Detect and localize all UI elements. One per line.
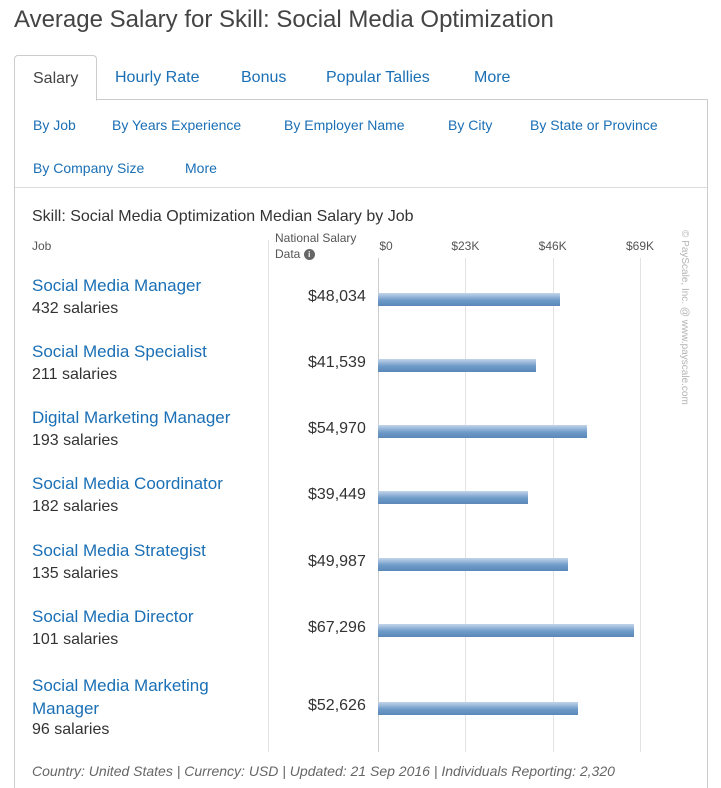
salary-count: 101 salaries [32, 631, 119, 648]
median-salary-label: $67,296 [308, 619, 366, 636]
job-link[interactable]: Digital Marketing Manager [32, 408, 231, 427]
median-salary-label: $49,987 [308, 553, 366, 570]
salary-count: 211 salaries [32, 366, 118, 383]
salary-count: 182 salaries [32, 498, 119, 515]
median-salary-label: $52,626 [308, 697, 366, 714]
x-gridline [640, 258, 641, 752]
median-salary-label: $41,539 [308, 354, 366, 371]
salary-count: 432 salaries [32, 300, 119, 317]
job-link[interactable]: Social Media Coordinator [32, 474, 223, 493]
salary-count: 193 salaries [32, 432, 119, 449]
salary-bar[interactable] [378, 293, 561, 306]
subnav-by-years-experience[interactable]: By Years Experience [112, 117, 242, 133]
tab-popular-tallies[interactable]: Popular Tallies [326, 69, 430, 86]
column-header-national-salary: National Salary Data i [275, 230, 356, 262]
x-gridline [465, 258, 467, 752]
column-separator [268, 240, 269, 752]
median-salary-label: $48,034 [308, 288, 366, 305]
chart-title: Skill: Social Media Optimization Median … [32, 208, 414, 225]
tab-bonus[interactable]: Bonus [241, 69, 287, 86]
job-link[interactable]: Social Media Strategist [32, 541, 206, 560]
job-link[interactable]: Social Media Marketing Manager [32, 676, 209, 718]
tab-hourly-rate[interactable]: Hourly Rate [115, 69, 200, 86]
salary-bar[interactable] [378, 558, 568, 571]
copyright-credit: © PayScale, Inc. @ www.payscale.com [679, 230, 690, 405]
salary-bar[interactable] [378, 359, 536, 372]
salary-bar[interactable] [378, 702, 578, 715]
column-header-national-salary-line2: Data [275, 247, 301, 261]
subnav-by-state-or-province[interactable]: By State or Province [530, 117, 658, 133]
x-tick-label: $46K [538, 239, 567, 253]
salary-bar[interactable] [378, 624, 634, 637]
salary-count: 135 salaries [32, 565, 119, 582]
x-gridline [378, 258, 379, 752]
footer-meta: Country: United States | Currency: USD |… [32, 763, 615, 779]
tab-more[interactable]: More [474, 69, 511, 86]
subnav-by-job[interactable]: By Job [33, 117, 76, 133]
x-tick-label: $69K [625, 239, 655, 253]
subnav-more[interactable]: More [185, 160, 217, 176]
section-divider [15, 187, 707, 188]
job-link[interactable]: Social Media Manager [32, 276, 202, 295]
median-salary-label: $54,970 [308, 420, 366, 437]
tab-bar: Salary Hourly Rate Bonus Popular Tallies… [14, 55, 708, 101]
job-link[interactable]: Social Media Specialist [32, 342, 207, 361]
salary-count: 96 salaries [32, 721, 110, 738]
salary-bar[interactable] [378, 491, 528, 504]
column-header-job: Job [32, 239, 52, 253]
x-tick-label: $0 [379, 239, 393, 253]
subnav-by-employer-name[interactable]: By Employer Name [284, 117, 405, 133]
salary-bar[interactable] [378, 425, 587, 438]
median-salary-label: $39,449 [308, 486, 366, 503]
subnav-by-company-size[interactable]: By Company Size [33, 160, 145, 176]
content-panel: By Job By Years Experience By Employer N… [14, 100, 708, 788]
x-gridline [552, 258, 554, 752]
page-title: Average Salary for Skill: Social Media O… [14, 6, 554, 33]
info-icon[interactable]: i [303, 249, 315, 261]
tab-salary[interactable]: Salary [14, 55, 98, 101]
subnav-by-city[interactable]: By City [448, 117, 493, 133]
column-header-national-salary-line1: National Salary [275, 231, 357, 245]
x-tick-label: $23K [451, 239, 480, 253]
job-link[interactable]: Social Media Director [32, 607, 194, 626]
